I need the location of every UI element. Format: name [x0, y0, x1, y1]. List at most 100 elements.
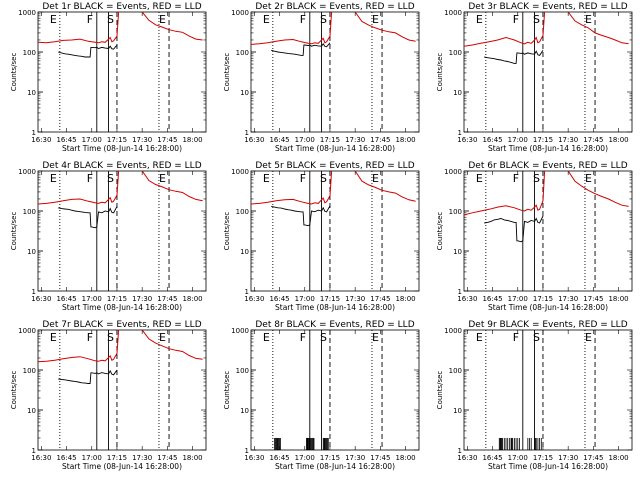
marker-letter: S — [533, 13, 540, 26]
x-axis-ticks: 16:30 16:45 17:00 17:15 17:30 17:45 18:00 — [244, 330, 416, 462]
x-axis-label: Start Time (08-Jun-14 16:28:00) — [275, 462, 395, 471]
y-axis-ticks: 1 10 100 1000 — [231, 327, 419, 455]
panel-title: Det 8r BLACK = Events, RED = LLD — [255, 320, 414, 330]
plot-frame — [250, 329, 420, 451]
y-tick-label: 100 — [23, 49, 36, 57]
y-axis-ticks: 1 10 100 1000 — [18, 327, 206, 455]
x-tick-label: 17:15 — [533, 136, 553, 144]
x-axis-ticks: 16:30 16:45 17:00 17:15 17:30 17:45 18:00 — [457, 171, 629, 303]
marker-letter: E — [263, 13, 270, 26]
plot-frame — [463, 11, 633, 133]
marker-letter: E — [372, 13, 379, 26]
y-axis-label: Counts/sec — [223, 371, 231, 410]
marker-letter: S — [533, 172, 540, 185]
x-tick-label: 18:00 — [395, 454, 415, 462]
detector-panel-4: Det 4r BLACK = Events, RED = LLD 1 10 100 10… — [10, 161, 207, 312]
x-axis-label: Start Time (08-Jun-14 16:28:00) — [488, 303, 608, 312]
x-tick-label: 18:00 — [608, 295, 628, 303]
marker-letter: S — [320, 13, 327, 26]
lld-series-line — [354, 171, 416, 202]
marker-letter: F — [513, 13, 519, 26]
x-axis-ticks: 16:30 16:45 17:00 17:15 17:30 17:45 18:00 — [31, 171, 203, 303]
x-tick-label: 16:45 — [56, 295, 76, 303]
detector-panel-9: Det 9r BLACK = Events, RED = LLD 1 10 100 10… — [436, 320, 633, 471]
y-tick-label: 1000 — [18, 327, 36, 335]
x-tick-label: 17:30 — [558, 454, 578, 462]
marker-letter: E — [263, 331, 270, 344]
x-tick-label: 18:00 — [182, 136, 202, 144]
y-axis-label: Counts/sec — [223, 212, 231, 251]
x-tick-label: 17:15 — [107, 136, 127, 144]
marker-letter: E — [585, 172, 592, 185]
x-tick-label: 17:30 — [132, 454, 152, 462]
x-tick-label: 16:45 — [269, 295, 289, 303]
marker-letter: E — [476, 331, 483, 344]
y-axis-label: Counts/sec — [436, 212, 444, 251]
x-axis-label: Start Time (08-Jun-14 16:28:00) — [62, 303, 182, 312]
marker-letter: F — [300, 13, 306, 26]
x-tick-label: 17:30 — [345, 295, 365, 303]
marker-letter: S — [107, 13, 114, 26]
x-axis-label: Start Time (08-Jun-14 16:28:00) — [488, 144, 608, 153]
panel-title: Det 4r BLACK = Events, RED = LLD — [42, 161, 201, 171]
y-tick-label: 1000 — [444, 9, 462, 17]
marker-letter: E — [585, 331, 592, 344]
x-tick-label: 16:30 — [31, 295, 51, 303]
x-tick-label: 17:15 — [107, 454, 127, 462]
y-tick-label: 1000 — [18, 9, 36, 17]
y-tick-label: 100 — [236, 49, 249, 57]
y-tick-label: 1000 — [231, 168, 249, 176]
plot-frame — [37, 170, 207, 292]
x-tick-label: 17:45 — [157, 454, 177, 462]
y-axis-label: Counts/sec — [436, 371, 444, 410]
x-tick-label: 17:15 — [320, 295, 340, 303]
x-tick-label: 17:15 — [320, 454, 340, 462]
plot-area — [251, 171, 416, 291]
marker-letter: E — [50, 331, 57, 344]
x-tick-label: 17:15 — [533, 454, 553, 462]
x-axis-ticks: 16:30 16:45 17:00 17:15 17:30 17:45 18:00 — [31, 330, 203, 462]
x-tick-label: 17:00 — [295, 136, 315, 144]
y-axis-label: Counts/sec — [436, 53, 444, 92]
x-tick-label: 18:00 — [608, 136, 628, 144]
lld-series-line — [464, 171, 546, 216]
y-tick-label: 1000 — [444, 327, 462, 335]
y-axis-ticks: 1 10 100 1000 — [444, 327, 632, 455]
x-axis-label: Start Time (08-Jun-14 16:28:00) — [275, 144, 395, 153]
lld-series-line — [464, 12, 546, 47]
y-tick-label: 1 — [245, 288, 249, 296]
marker-letter: S — [107, 331, 114, 344]
x-axis-label: Start Time (08-Jun-14 16:28:00) — [275, 303, 395, 312]
y-tick-label: 10 — [453, 89, 462, 97]
y-tick-label: 10 — [27, 248, 36, 256]
detector-panel-2: Det 2r BLACK = Events, RED = LLD 1 10 100 10… — [223, 2, 420, 153]
y-tick-label: 10 — [240, 89, 249, 97]
y-tick-label: 100 — [236, 208, 249, 216]
plot-area — [464, 12, 629, 132]
lld-series-line — [354, 12, 416, 42]
plot-frame — [250, 11, 420, 133]
x-tick-label: 17:00 — [508, 454, 528, 462]
lld-series-line — [251, 12, 333, 45]
x-tick-label: 17:00 — [82, 295, 102, 303]
x-tick-label: 16:30 — [244, 136, 264, 144]
x-tick-label: 17:30 — [558, 295, 578, 303]
plot-area — [38, 330, 203, 450]
y-tick-label: 1 — [458, 447, 462, 455]
x-tick-label: 17:45 — [583, 136, 603, 144]
marker-letter: E — [585, 13, 592, 26]
lld-series-line — [141, 330, 203, 360]
plot-area — [251, 12, 416, 132]
y-tick-label: 1 — [458, 129, 462, 137]
events-series-line — [58, 44, 118, 58]
x-tick-label: 17:15 — [320, 136, 340, 144]
marker-letter: F — [87, 331, 93, 344]
x-tick-label: 17:30 — [132, 136, 152, 144]
x-tick-label: 16:45 — [482, 454, 502, 462]
panel-title: Det 3r BLACK = Events, RED = LLD — [468, 2, 627, 12]
detector-panel-8: Det 8r BLACK = Events, RED = LLD 1 10 100 10… — [223, 320, 420, 471]
y-axis-ticks: 1 10 100 1000 — [444, 168, 632, 296]
x-tick-label: 16:45 — [482, 295, 502, 303]
marker-letter: E — [263, 172, 270, 185]
